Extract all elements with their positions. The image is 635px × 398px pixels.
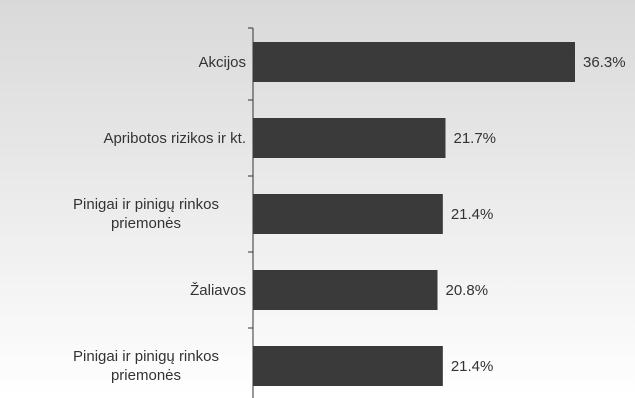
- value-label: 36.3%: [583, 54, 626, 71]
- category-label: Pinigai ir pinigų rinkos priemonės: [73, 196, 219, 232]
- category-label-box: Akcijos: [20, 24, 246, 100]
- bar: [253, 346, 443, 386]
- bar: [253, 118, 446, 158]
- category-label: Apribotos rizikos ir kt.: [103, 129, 246, 147]
- category-label-box: Apribotos rizikos ir kt.: [20, 100, 246, 176]
- category-label-box: Pinigai ir pinigų rinkos priemonės: [20, 328, 246, 398]
- category-label-box: Pinigai ir pinigų rinkos priemonės: [20, 176, 246, 252]
- value-label: 21.4%: [451, 358, 494, 375]
- value-label: 20.8%: [446, 282, 489, 299]
- value-label: 21.7%: [453, 130, 496, 147]
- category-label: Akcijos: [198, 53, 246, 71]
- bar: [253, 270, 438, 310]
- category-label: Žaliavos: [190, 281, 246, 299]
- bar: [253, 42, 575, 82]
- value-label: 21.4%: [451, 206, 494, 223]
- category-label: Pinigai ir pinigų rinkos priemonės: [73, 348, 219, 384]
- bar: [253, 194, 443, 234]
- category-label-box: Žaliavos: [20, 252, 246, 328]
